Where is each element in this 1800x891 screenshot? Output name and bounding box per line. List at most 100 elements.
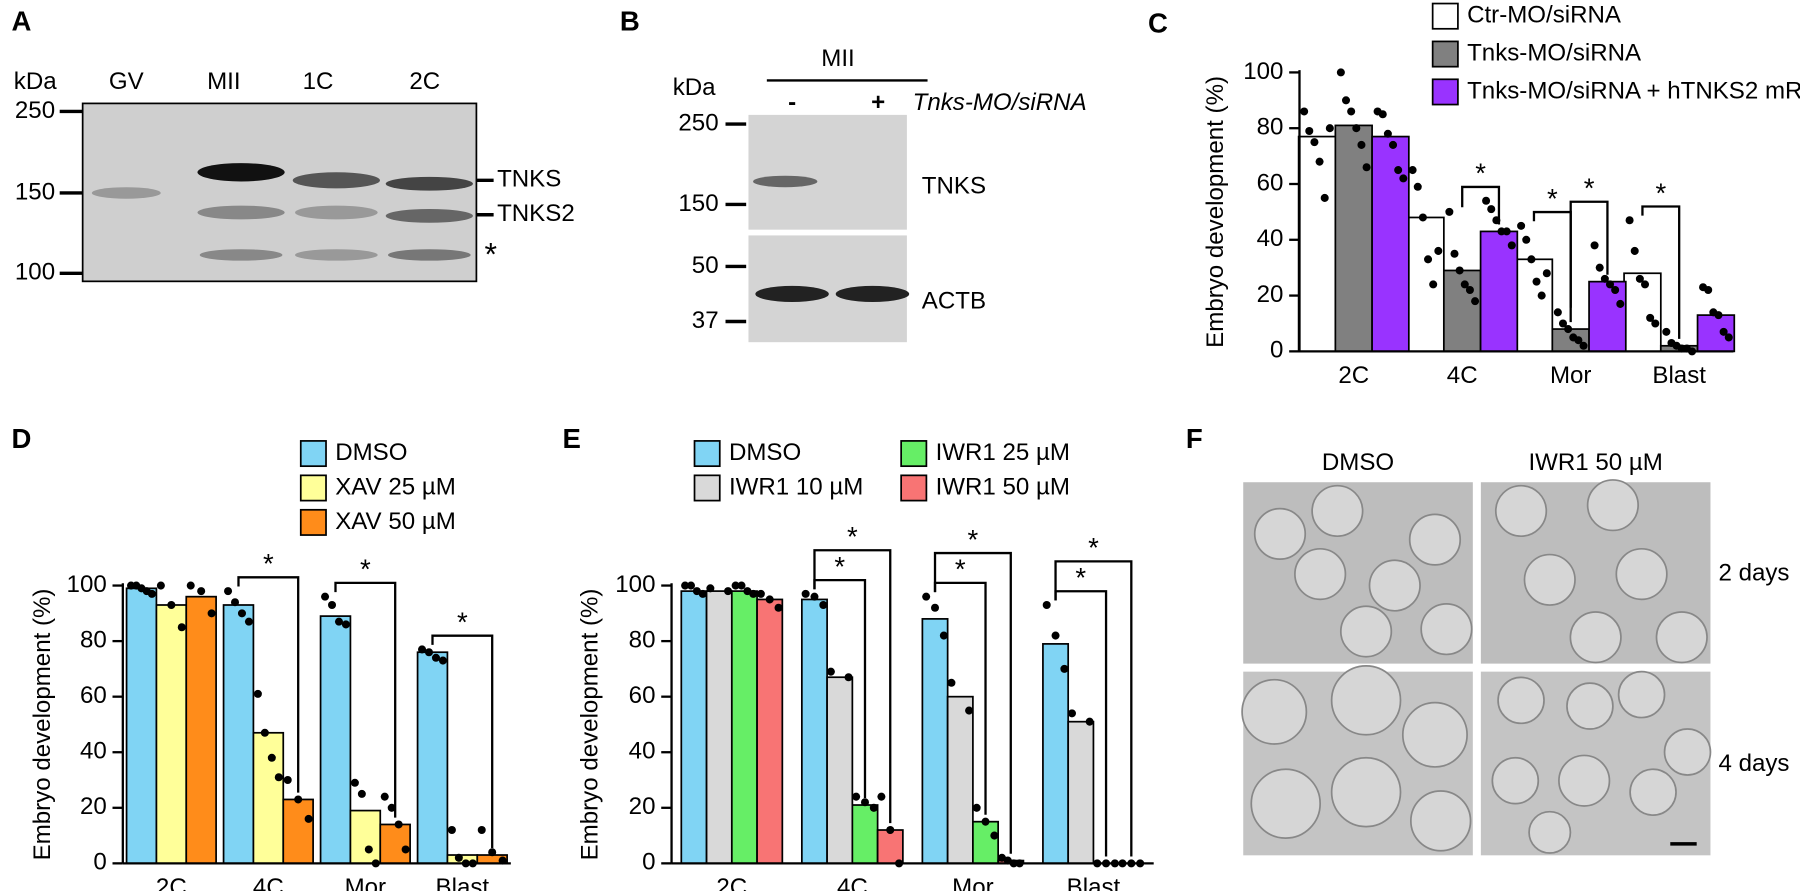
legend-swatch: [900, 440, 928, 468]
data-point: [1315, 157, 1324, 166]
bar: [826, 676, 854, 865]
bar: [252, 731, 285, 865]
bar: [125, 587, 158, 865]
legend-swatch: [1431, 40, 1459, 68]
legend-label: DMSO: [335, 439, 407, 466]
legend-swatch: [1431, 78, 1459, 106]
y-tick-label: 0: [1270, 337, 1283, 364]
data-point: [1724, 333, 1733, 342]
data-point: [207, 609, 216, 618]
legend-label: IWR1 50 µM: [936, 473, 1070, 500]
data-point: [981, 817, 990, 826]
marker-label: 100: [15, 259, 55, 286]
marker-label: 37: [692, 307, 719, 334]
data-point: [1042, 600, 1051, 610]
treatment-label: Tnks-MO/siRNA: [913, 89, 1087, 116]
data-point: [177, 623, 186, 632]
bar: [1334, 124, 1373, 353]
data-point: [869, 803, 878, 812]
data-point: [1471, 297, 1480, 306]
bar: [155, 604, 188, 865]
condition-label: MII: [821, 45, 854, 72]
y-tick-label: 20: [629, 793, 656, 820]
data-point: [1616, 299, 1625, 308]
data-point: [947, 678, 956, 687]
data-point: [731, 581, 740, 590]
micrographs: [1241, 479, 1712, 856]
lane-label: GV: [109, 68, 144, 95]
data-point: [1662, 327, 1671, 336]
data-point: [877, 792, 886, 801]
band-label: TNKS2: [497, 200, 575, 227]
x-tick-label: Blast: [1067, 874, 1121, 891]
data-point: [681, 581, 690, 590]
bar: [1371, 135, 1410, 353]
data-point: [1502, 227, 1511, 236]
legend-swatch: [299, 474, 327, 502]
bar: [851, 804, 879, 865]
y-tick-label: 80: [1257, 114, 1284, 141]
data-point: [401, 845, 410, 854]
x-tick-label: 2C: [716, 874, 747, 891]
data-point: [253, 689, 262, 698]
y-tick-label: 100: [615, 571, 655, 598]
significance-label: *: [968, 524, 979, 555]
band-label: ACTB: [922, 287, 986, 314]
data-point: [1383, 129, 1392, 138]
data-point: [1434, 246, 1443, 255]
column-label: DMSO: [1322, 449, 1394, 476]
data-point: [1085, 717, 1094, 726]
bar: [1588, 280, 1627, 353]
bar: [730, 590, 758, 865]
bar: [1696, 314, 1736, 353]
bar: [349, 809, 382, 865]
data-point: [477, 826, 486, 835]
data-point: [1553, 308, 1562, 317]
y-tick-label: 20: [80, 793, 107, 820]
data-point: [801, 589, 810, 598]
x-tick-label: Blast: [436, 874, 490, 891]
data-point: [1482, 196, 1491, 205]
significance-label: *: [457, 606, 468, 637]
data-point: [965, 706, 974, 715]
data-point: [819, 600, 828, 610]
data-point: [1305, 126, 1314, 136]
blot-band: [755, 285, 829, 303]
y-tick-label: 40: [629, 738, 656, 765]
data-point: [186, 581, 195, 590]
y-axis-title: Embryo development (%): [577, 589, 604, 861]
data-point: [698, 589, 707, 598]
marker-label: 150: [678, 190, 718, 217]
data-point: [1630, 246, 1639, 255]
significance-bracket: [334, 581, 397, 818]
data-point: [1394, 166, 1403, 175]
data-point: [1646, 313, 1655, 322]
data-point: [167, 600, 176, 610]
significance-bracket: [1461, 185, 1501, 225]
bar: [946, 695, 974, 865]
unit-label: kDa: [673, 74, 716, 101]
data-point: [1517, 221, 1526, 230]
significance-bracket: [933, 551, 1012, 854]
data-point: [438, 656, 447, 665]
panel-letter: D: [11, 423, 31, 454]
band-label: TNKS: [922, 173, 986, 200]
data-point: [1465, 285, 1474, 295]
lane-label: -: [788, 89, 796, 116]
data-point: [1532, 277, 1541, 286]
data-point: [930, 603, 940, 612]
bar: [1297, 135, 1337, 353]
legend-swatch: [299, 440, 327, 468]
data-point: [972, 803, 981, 812]
y-tick-label: 60: [1257, 169, 1284, 196]
legend-label: Tnks-MO/siRNA + hTNKS2 mRNA: [1467, 77, 1800, 104]
data-point: [1424, 255, 1433, 264]
data-point: [1625, 216, 1634, 225]
data-point: [394, 820, 403, 829]
bar: [185, 595, 217, 865]
data-point: [737, 581, 746, 590]
data-point: [1507, 241, 1516, 250]
data-point: [1635, 274, 1644, 283]
y-tick-label: 100: [1243, 58, 1283, 85]
bar: [972, 820, 1000, 865]
